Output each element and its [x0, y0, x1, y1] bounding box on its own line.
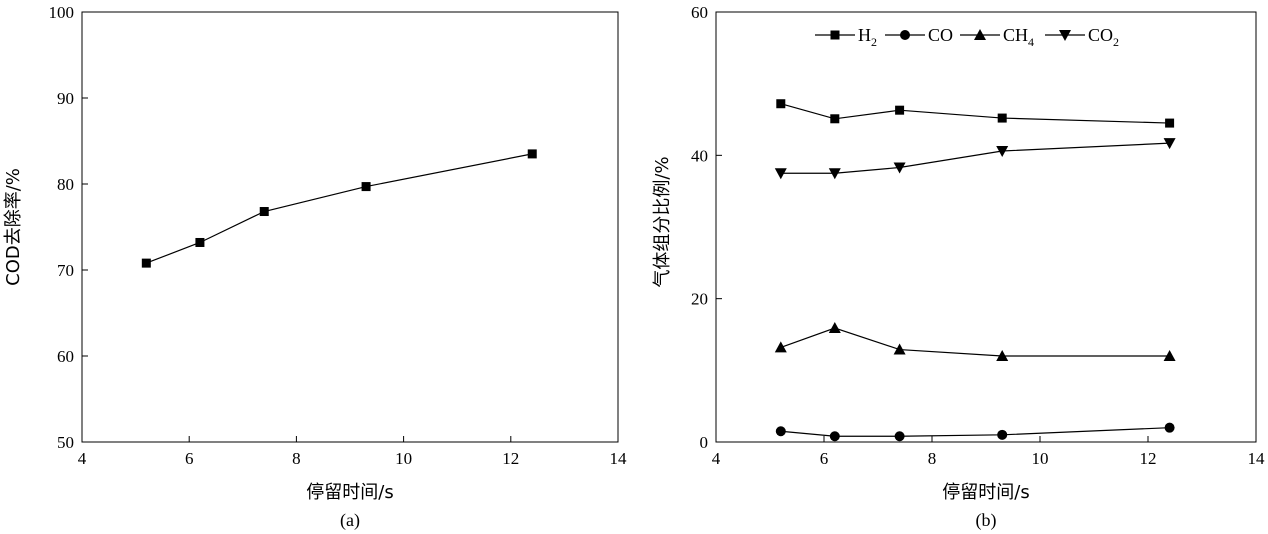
- x-tick-label-b: 12: [1140, 449, 1157, 468]
- data-point-cod: [361, 182, 371, 192]
- y-tick-label-a: 90: [57, 89, 74, 108]
- data-point-co: [1164, 422, 1175, 433]
- y-tick-label-a: 100: [49, 3, 75, 22]
- y-tick-label-b: 40: [691, 146, 708, 165]
- plot-frame-b: [715, 11, 1257, 443]
- x-axis-title-a: 停留时间/s: [306, 482, 393, 503]
- data-point-ch4: [774, 341, 787, 353]
- plot-frame-a: [81, 11, 619, 443]
- x-tick-label-b: 6: [820, 449, 829, 468]
- legend-label-h2: H2: [858, 25, 877, 49]
- x-tick-label-a: 8: [292, 449, 301, 468]
- x-axis-title-b: 停留时间/s: [942, 482, 1029, 503]
- y-tick-label-a: 80: [57, 175, 74, 194]
- legend-marker-ch4: [974, 29, 986, 40]
- data-point-co: [775, 426, 786, 437]
- data-point-h2: [1165, 118, 1175, 128]
- y-axis-title-b: 气体组分比例/%: [652, 156, 673, 287]
- x-tick-label-a: 14: [610, 449, 628, 468]
- data-point-cod: [141, 258, 151, 268]
- legend-b: H2 CO CH4 CO2: [815, 25, 1119, 49]
- axis-ticks-a: 4 6 8 10 12 14 50 60 70 80 90 100: [49, 3, 628, 468]
- data-point-cod: [259, 207, 269, 217]
- caption-b: (b): [976, 510, 997, 531]
- data-point-co2: [828, 168, 841, 180]
- data-point-ch4: [893, 343, 906, 355]
- x-tick-label-a: 10: [395, 449, 412, 468]
- legend-label-ch4: CH4: [1003, 25, 1034, 49]
- data-point-ch4: [996, 350, 1009, 361]
- legend-label-co: CO: [928, 25, 953, 45]
- data-point-h2: [895, 105, 905, 115]
- data-point-co2: [996, 146, 1009, 158]
- series-group-b: [774, 99, 1176, 442]
- y-tick-label-b: 60: [691, 3, 708, 22]
- x-tick-label-b: 8: [928, 449, 937, 468]
- data-point-ch4: [828, 322, 841, 334]
- y-tick-label-a: 60: [57, 347, 74, 366]
- axis-ticks-b: 4 6 8 10 12 14 0 20 40 60: [691, 3, 1265, 468]
- chart-a: 4 6 8 10 12 14 50 60 70 80 90 100 停留时间/s COD去除率/% (…: [3, 3, 627, 531]
- caption-a: (a): [340, 510, 360, 531]
- legend-marker-co2: [1059, 30, 1071, 41]
- legend-marker-h2: [830, 30, 840, 40]
- x-tick-label-a: 4: [78, 449, 87, 468]
- x-tick-label-a: 12: [502, 449, 519, 468]
- x-tick-label-b: 14: [1248, 449, 1266, 468]
- legend-label-co2: CO2: [1088, 25, 1119, 49]
- data-point-co: [894, 431, 905, 442]
- x-tick-label-b: 4: [712, 449, 721, 468]
- data-point-co2: [1163, 138, 1176, 150]
- data-point-co2: [774, 168, 787, 180]
- data-point-h2: [997, 113, 1007, 123]
- data-point-h2: [776, 99, 786, 109]
- data-point-cod: [195, 237, 205, 247]
- data-point-co2: [893, 162, 906, 174]
- x-tick-label-a: 6: [185, 449, 194, 468]
- data-point-co: [829, 431, 840, 442]
- chart-b: 4 6 8 10 12 14 0 20 40 60 H2 CO CH4 CO2 停留时间/s 气体组分比…: [652, 3, 1265, 531]
- y-tick-label-b: 20: [691, 290, 708, 309]
- data-point-ch4: [1163, 350, 1176, 361]
- series-group-a: [141, 149, 537, 268]
- y-axis-title-a: COD去除率/%: [3, 168, 24, 286]
- y-tick-label-a: 50: [57, 433, 74, 452]
- legend-marker-co: [900, 30, 910, 40]
- y-tick-label-a: 70: [57, 261, 74, 280]
- data-point-co: [997, 429, 1008, 440]
- x-tick-label-b: 10: [1032, 449, 1049, 468]
- data-point-h2: [830, 114, 840, 124]
- y-tick-label-b: 0: [700, 433, 709, 452]
- data-point-cod: [527, 149, 537, 159]
